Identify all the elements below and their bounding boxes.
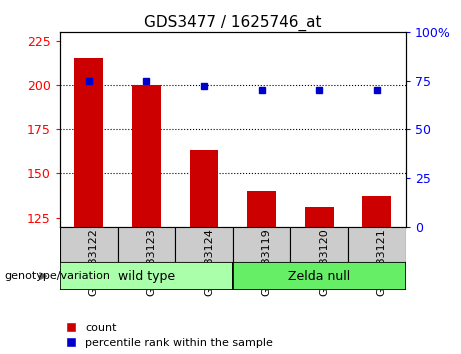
- FancyBboxPatch shape: [60, 227, 118, 262]
- Text: GSM283122: GSM283122: [89, 228, 99, 296]
- Text: GSM283119: GSM283119: [262, 228, 272, 296]
- FancyBboxPatch shape: [60, 262, 233, 290]
- FancyBboxPatch shape: [233, 262, 406, 290]
- Bar: [74, 58, 103, 227]
- FancyBboxPatch shape: [348, 227, 406, 262]
- Legend: count, percentile rank within the sample: count, percentile rank within the sample: [65, 322, 273, 348]
- Bar: [362, 196, 391, 227]
- Text: GSM283121: GSM283121: [377, 228, 387, 296]
- Text: GSM283120: GSM283120: [319, 228, 329, 296]
- FancyBboxPatch shape: [290, 227, 348, 262]
- Bar: [247, 191, 276, 227]
- FancyBboxPatch shape: [118, 227, 175, 262]
- Text: GSM283124: GSM283124: [204, 228, 214, 296]
- Text: Zelda null: Zelda null: [288, 270, 350, 282]
- Text: genotype/variation: genotype/variation: [5, 271, 111, 281]
- Bar: [305, 207, 334, 227]
- FancyBboxPatch shape: [233, 227, 290, 262]
- Title: GDS3477 / 1625746_at: GDS3477 / 1625746_at: [144, 14, 322, 30]
- Bar: [189, 150, 219, 227]
- Text: GSM283123: GSM283123: [146, 228, 156, 296]
- Text: wild type: wild type: [118, 270, 175, 282]
- Bar: [132, 85, 161, 227]
- FancyBboxPatch shape: [175, 227, 233, 262]
